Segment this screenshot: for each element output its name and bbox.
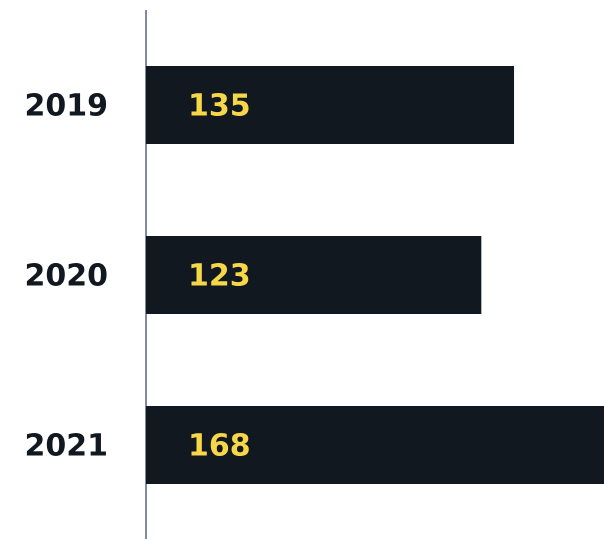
bar bbox=[146, 406, 604, 484]
y-tick-label: 2020 bbox=[25, 259, 109, 294]
y-tick-label: 2021 bbox=[25, 429, 109, 464]
bar bbox=[146, 236, 482, 314]
value-label: 135 bbox=[188, 89, 251, 124]
bar bbox=[146, 66, 515, 144]
value-label: 123 bbox=[188, 259, 251, 294]
y-tick-label: 2019 bbox=[25, 89, 109, 124]
value-label: 168 bbox=[188, 429, 251, 464]
